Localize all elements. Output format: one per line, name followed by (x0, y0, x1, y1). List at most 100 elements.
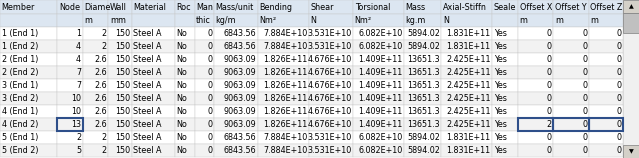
Bar (309, 118, 353, 131)
Text: 0: 0 (582, 133, 587, 142)
Text: 10: 10 (71, 107, 81, 116)
Bar (109, 131, 132, 144)
Text: 2.425E+11: 2.425E+11 (446, 68, 491, 77)
Text: 1 (End 2): 1 (End 2) (1, 42, 38, 51)
Text: 0: 0 (582, 120, 587, 129)
Text: 10: 10 (71, 94, 81, 103)
Text: 150: 150 (115, 42, 130, 51)
Text: 150: 150 (115, 107, 130, 116)
Bar (589, 118, 623, 131)
Text: 2: 2 (102, 133, 107, 142)
Bar (132, 0, 175, 14)
Bar (214, 131, 258, 144)
Bar (214, 40, 258, 53)
Bar (518, 118, 553, 131)
Bar (404, 92, 442, 105)
Text: Material: Material (133, 3, 166, 12)
Text: 0: 0 (208, 29, 213, 38)
Bar (623, 13, 639, 33)
Bar (623, 0, 639, 158)
Bar (553, 53, 589, 66)
Bar (353, 66, 404, 79)
Text: 6843.56: 6843.56 (224, 133, 256, 142)
Bar (309, 92, 353, 105)
Text: 2.6: 2.6 (95, 94, 107, 103)
Text: Nm²: Nm² (355, 16, 372, 25)
Text: 0: 0 (547, 146, 552, 155)
Text: 5: 5 (76, 146, 81, 155)
Text: Mass: Mass (406, 3, 426, 12)
Bar (553, 92, 589, 105)
Text: m: m (590, 16, 598, 25)
Bar (553, 105, 589, 118)
Bar (82, 27, 109, 40)
Bar (0, 92, 58, 105)
Text: 1.409E+11: 1.409E+11 (358, 107, 403, 116)
Text: kg/m: kg/m (215, 16, 236, 25)
Text: 7: 7 (76, 68, 81, 77)
Text: 2.425E+11: 2.425E+11 (446, 120, 491, 129)
Bar (518, 144, 553, 157)
Bar (442, 40, 492, 53)
Text: No: No (177, 81, 188, 90)
Bar (518, 14, 553, 27)
Text: Steel A: Steel A (133, 120, 162, 129)
Text: Steel A: Steel A (133, 81, 162, 90)
Bar (404, 27, 442, 40)
Bar (442, 66, 492, 79)
Bar (214, 66, 258, 79)
Bar (492, 131, 518, 144)
Text: 0: 0 (547, 55, 552, 64)
Bar (214, 0, 258, 14)
Bar (58, 14, 82, 27)
Text: Node: Node (59, 3, 80, 12)
Bar (442, 0, 492, 14)
Bar (109, 79, 132, 92)
Bar (214, 53, 258, 66)
Bar (553, 131, 589, 144)
Text: 1.831E+11: 1.831E+11 (447, 133, 491, 142)
Bar (195, 0, 214, 14)
Text: 2.425E+11: 2.425E+11 (446, 55, 491, 64)
Text: 2 (End 1): 2 (End 1) (1, 55, 38, 64)
Text: 0: 0 (547, 68, 552, 77)
Bar (492, 118, 518, 131)
Text: 4: 4 (76, 42, 81, 51)
Text: 0: 0 (617, 107, 622, 116)
Text: 1 (End 1): 1 (End 1) (1, 29, 38, 38)
Text: Steel A: Steel A (133, 29, 162, 38)
Bar (132, 27, 175, 40)
Text: 0: 0 (547, 42, 552, 51)
Bar (589, 66, 623, 79)
Text: 1.409E+11: 1.409E+11 (358, 120, 403, 129)
Text: Yes: Yes (494, 55, 507, 64)
Text: 4 (End 1): 4 (End 1) (1, 107, 38, 116)
Text: 6.082E+10: 6.082E+10 (358, 29, 403, 38)
Text: 0: 0 (208, 94, 213, 103)
Bar (58, 144, 82, 157)
Text: m: m (520, 16, 528, 25)
Bar (82, 118, 109, 131)
Bar (442, 131, 492, 144)
Bar (109, 144, 132, 157)
Text: 0: 0 (582, 81, 587, 90)
Bar (214, 144, 258, 157)
Text: 5 (End 2): 5 (End 2) (1, 146, 38, 155)
Bar (175, 14, 195, 27)
Bar (492, 144, 518, 157)
Bar (589, 40, 623, 53)
Bar (82, 53, 109, 66)
Text: 3.531E+10: 3.531E+10 (307, 133, 351, 142)
Text: 0: 0 (582, 42, 587, 51)
Bar (404, 40, 442, 53)
Bar (58, 79, 82, 92)
Text: 0: 0 (617, 29, 622, 38)
Bar (353, 92, 404, 105)
Text: 1.826E+11: 1.826E+11 (263, 107, 307, 116)
Text: Roc: Roc (177, 3, 191, 12)
Bar (82, 0, 109, 14)
Bar (0, 53, 58, 66)
Text: Yes: Yes (494, 29, 507, 38)
Bar (404, 79, 442, 92)
Text: 2 (End 2): 2 (End 2) (1, 68, 38, 77)
